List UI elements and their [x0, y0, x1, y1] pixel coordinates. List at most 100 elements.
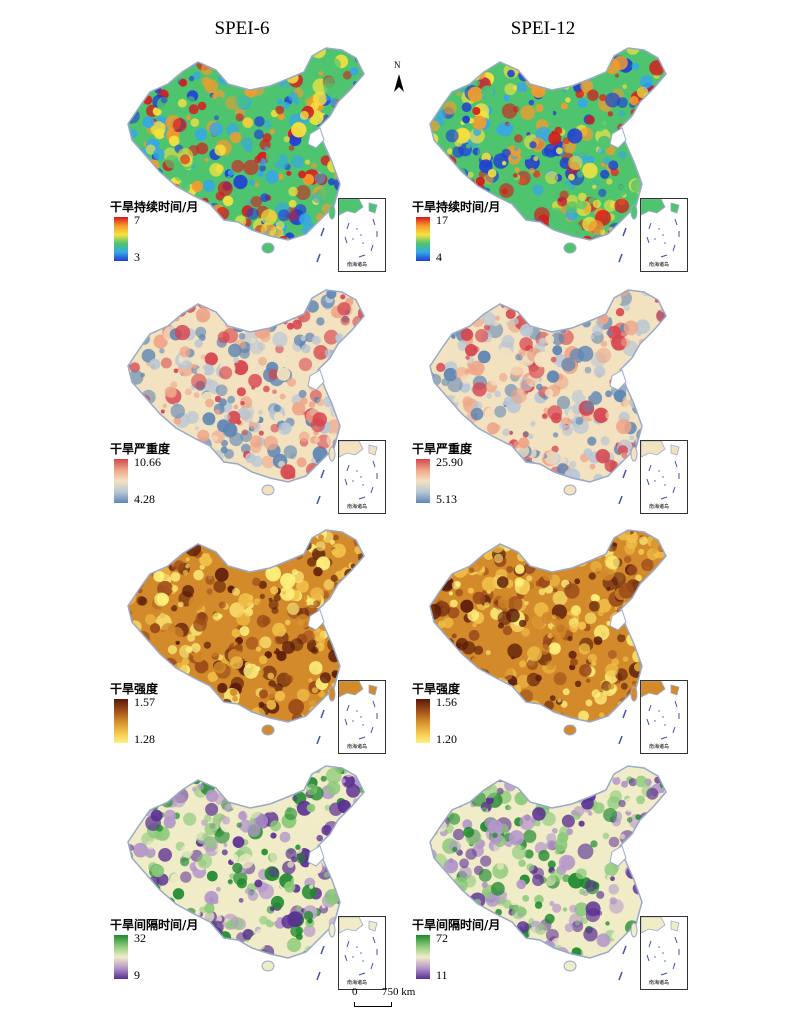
- legend-title: 干旱间隔时间/月: [412, 918, 501, 932]
- boundary-dash: [320, 945, 325, 955]
- china-map: [127, 765, 365, 981]
- north-label: N: [394, 60, 401, 70]
- hainan-island: [261, 960, 275, 972]
- legend-color-ramp: [114, 699, 128, 743]
- boundary-dash: [622, 469, 627, 479]
- map-panel-intensity-spei12: 干旱强度 1.56 1.20 南海诸岛: [412, 522, 712, 762]
- legend-color-ramp: [416, 217, 430, 261]
- bohai-bay: [307, 127, 325, 149]
- boundary-dash: [320, 469, 325, 479]
- legend-min-value: 1.28: [134, 732, 155, 746]
- map-panel-intensity-spei6: 干旱强度 1.57 1.28 南海诸岛: [110, 522, 410, 762]
- china-map: [429, 529, 667, 745]
- legend-min-value: 1.20: [436, 732, 457, 746]
- boundary-dash: [618, 971, 623, 981]
- country-outline: [127, 47, 365, 241]
- scale-distance-label: 750 km: [382, 986, 416, 998]
- south-china-sea-inset: 南海诸岛: [338, 916, 386, 990]
- bohai-bay: [307, 845, 325, 867]
- legend-color-ramp: [114, 217, 128, 261]
- china-map: [429, 47, 667, 263]
- country-outline: [127, 529, 365, 723]
- hainan-island: [261, 484, 275, 496]
- legend-min-value: 11: [436, 968, 448, 982]
- bohai-bay: [609, 609, 627, 631]
- boundary-dash: [320, 709, 325, 719]
- boundary-dash: [622, 945, 627, 955]
- hainan-island: [261, 724, 275, 736]
- china-map: [429, 289, 667, 505]
- inset-label: 南海诸岛: [649, 262, 670, 268]
- column-title-spei6: SPEI-6: [214, 18, 270, 39]
- legend-title: 干旱持续时间/月: [412, 200, 501, 214]
- south-china-sea-inset: 南海诸岛: [338, 198, 386, 272]
- legend-max-value: 1.56: [436, 695, 457, 709]
- legend-min-value: 4: [436, 250, 442, 264]
- legend-max-value: 25.90: [436, 455, 463, 469]
- inset-map: [640, 916, 680, 976]
- boundary-dash: [316, 495, 321, 505]
- scale-zero-label: 0: [352, 986, 358, 998]
- china-map: [127, 47, 365, 263]
- taiwan-island: [630, 446, 638, 462]
- hainan-island: [563, 484, 577, 496]
- bohai-bay: [609, 845, 627, 867]
- country-outline: [127, 289, 365, 483]
- legend-title: 干旱严重度: [412, 442, 473, 456]
- inset-label: 南海诸岛: [347, 504, 368, 510]
- legend-title: 干旱间隔时间/月: [110, 918, 199, 932]
- legend-title: 干旱强度: [412, 682, 461, 696]
- hainan-island: [563, 724, 577, 736]
- china-map: [429, 765, 667, 981]
- map-panel-severity-spei12: 干旱严重度 25.90 5.13 南海诸岛: [412, 282, 712, 522]
- china-map: [127, 529, 365, 745]
- legend-max-value: 32: [134, 931, 146, 945]
- country-outline: [429, 529, 667, 723]
- inset-map: [640, 440, 680, 500]
- boundary-dash: [618, 253, 623, 263]
- inset-map: [640, 198, 680, 258]
- inset-label: 南海诸岛: [649, 980, 670, 986]
- boundary-dash: [618, 735, 623, 745]
- bohai-bay: [609, 369, 627, 391]
- country-outline: [429, 765, 667, 959]
- bohai-bay: [609, 127, 627, 149]
- inset-map: [640, 680, 680, 740]
- taiwan-island: [328, 204, 336, 220]
- legend-min-value: 5.13: [436, 492, 457, 506]
- inset-label: 南海诸岛: [347, 744, 368, 750]
- inset-map: [338, 680, 378, 740]
- legend-title: 干旱严重度: [110, 442, 171, 456]
- inset-label: 南海诸岛: [347, 262, 368, 268]
- south-china-sea-inset: 南海诸岛: [640, 198, 688, 272]
- south-china-sea-inset: 南海诸岛: [338, 680, 386, 754]
- legend-color-ramp: [114, 935, 128, 979]
- inset-label: 南海诸岛: [649, 744, 670, 750]
- legend-min-value: 9: [134, 968, 140, 982]
- legend-color-ramp: [416, 699, 430, 743]
- taiwan-island: [328, 446, 336, 462]
- legend-color-ramp: [114, 459, 128, 503]
- hainan-island: [563, 242, 577, 254]
- legend-max-value: 10.66: [134, 455, 161, 469]
- hainan-island: [563, 960, 577, 972]
- country-outline: [429, 289, 667, 483]
- inset-label: 南海诸岛: [649, 504, 670, 510]
- taiwan-island: [630, 204, 638, 220]
- scale-bar: 0 750 km: [352, 986, 442, 1008]
- map-panel-interval-spei12: 干旱间隔时间/月 72 11 南海诸岛: [412, 758, 712, 998]
- south-china-sea-inset: 南海诸岛: [640, 440, 688, 514]
- country-outline: [429, 47, 667, 241]
- column-title-spei12: SPEI-12: [510, 18, 576, 39]
- map-panel-duration-spei12: 干旱持续时间/月 17 4 南海诸岛: [412, 40, 712, 280]
- legend-max-value: 7: [134, 213, 140, 227]
- south-china-sea-inset: 南海诸岛: [338, 440, 386, 514]
- inset-label: 南海诸岛: [347, 980, 368, 986]
- boundary-dash: [622, 227, 627, 237]
- legend-color-ramp: [416, 459, 430, 503]
- china-map: [127, 289, 365, 505]
- boundary-dash: [622, 709, 627, 719]
- taiwan-island: [630, 686, 638, 702]
- inset-map: [338, 198, 378, 258]
- legend-max-value: 72: [436, 931, 448, 945]
